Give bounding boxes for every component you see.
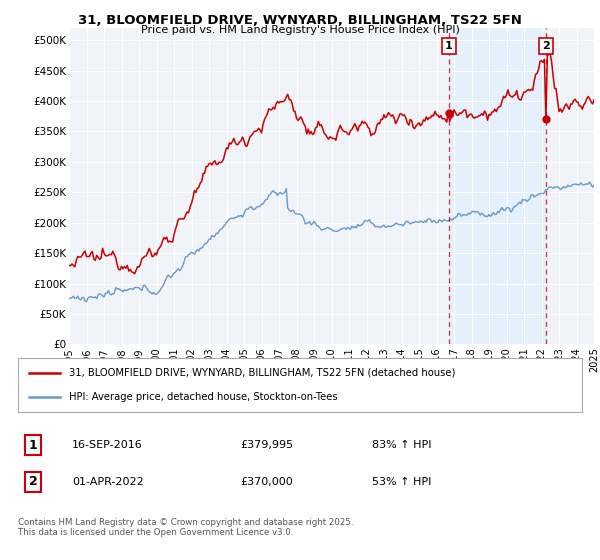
- Text: £379,995: £379,995: [240, 440, 293, 450]
- Text: 31, BLOOMFIELD DRIVE, WYNYARD, BILLINGHAM, TS22 5FN: 31, BLOOMFIELD DRIVE, WYNYARD, BILLINGHA…: [78, 14, 522, 27]
- Text: 16-SEP-2016: 16-SEP-2016: [72, 440, 143, 450]
- Bar: [449, 28, 546, 344]
- Text: HPI: Average price, detached house, Stockton-on-Tees: HPI: Average price, detached house, Stoc…: [69, 392, 337, 402]
- Text: Price paid vs. HM Land Registry's House Price Index (HPI): Price paid vs. HM Land Registry's House …: [140, 25, 460, 35]
- Text: 53% ↑ HPI: 53% ↑ HPI: [372, 477, 431, 487]
- Text: 83% ↑ HPI: 83% ↑ HPI: [372, 440, 431, 450]
- Text: £370,000: £370,000: [240, 477, 293, 487]
- Text: 2: 2: [29, 475, 37, 488]
- Text: 1: 1: [445, 41, 453, 52]
- Text: 1: 1: [29, 438, 37, 452]
- Text: Contains HM Land Registry data © Crown copyright and database right 2025.
This d: Contains HM Land Registry data © Crown c…: [18, 518, 353, 538]
- Text: 31, BLOOMFIELD DRIVE, WYNYARD, BILLINGHAM, TS22 5FN (detached house): 31, BLOOMFIELD DRIVE, WYNYARD, BILLINGHA…: [69, 368, 455, 378]
- Text: 2: 2: [542, 41, 550, 52]
- Text: 01-APR-2022: 01-APR-2022: [72, 477, 144, 487]
